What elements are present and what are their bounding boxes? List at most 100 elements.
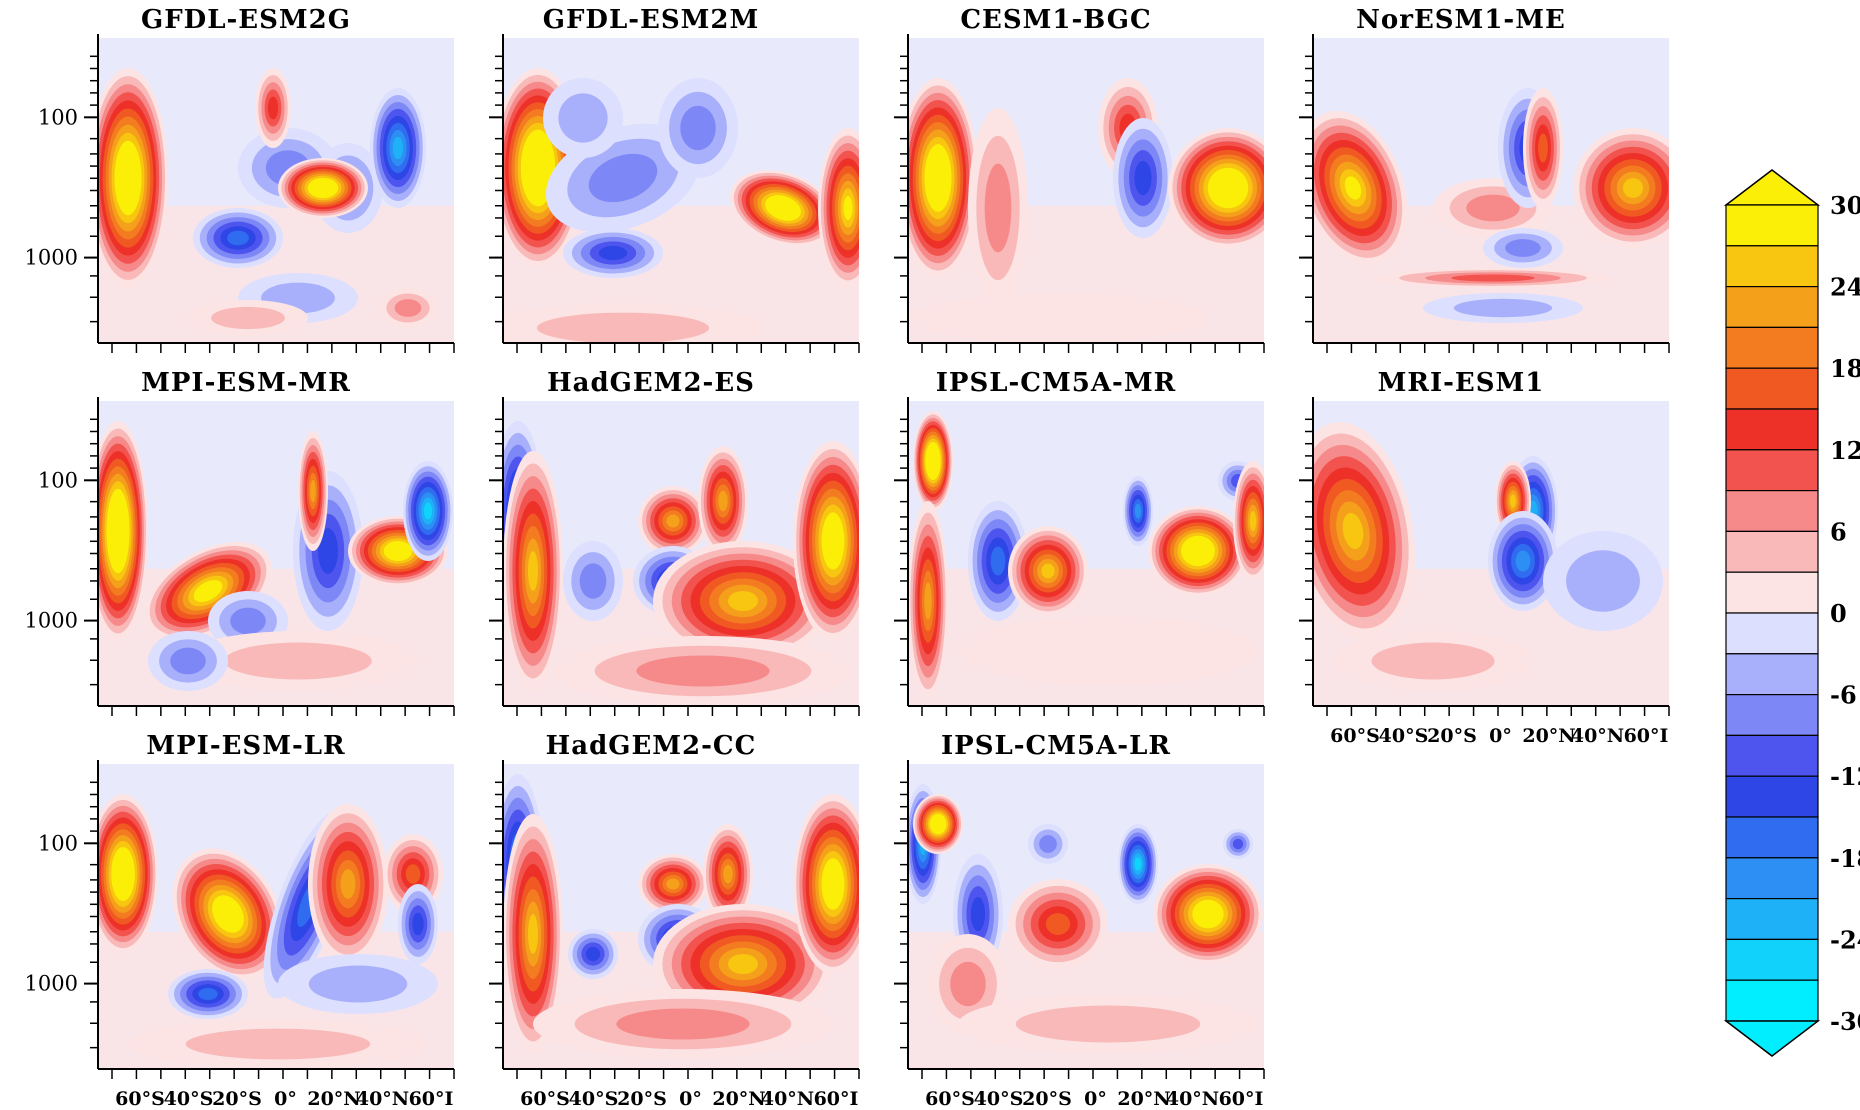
panel-hadgem2-cc: 60°S40°S20°S 0° 20°N40°N 60°I HadGEM2-CC — [489, 731, 860, 1110]
colorbar-segment — [1725, 734, 1819, 777]
y-tick-label: 100 — [38, 468, 78, 492]
panel-title: MPI-ESM-LR — [146, 731, 345, 761]
x-tick-label: 40°S — [569, 1088, 619, 1110]
colorbar-tick-label: 12 — [1830, 436, 1860, 465]
x-tick-label: 20°S — [212, 1088, 262, 1110]
colorbar-tick-label: -6 — [1830, 681, 1857, 710]
panel-ipsl-cm5a-mr: IPSL-CM5A-MR — [894, 368, 1265, 716]
colorbar-segment — [1725, 857, 1819, 900]
colorbar-segment — [1725, 816, 1819, 859]
panel-title: CESM1-BGC — [960, 5, 1151, 35]
x-tick-label: 40°S — [1379, 725, 1429, 747]
colorbar-segment — [1725, 775, 1819, 818]
contour-field — [908, 401, 1264, 706]
x-tick-label: 20°N — [712, 1088, 765, 1110]
panel-title: NorESM1-ME — [1356, 5, 1566, 35]
panel-title: IPSL-CM5A-MR — [936, 368, 1176, 398]
colorbar-segment — [1725, 938, 1819, 981]
panel-title: IPSL-CM5A-LR — [941, 731, 1171, 761]
x-tick-label: 0° — [274, 1088, 297, 1110]
contour-field — [503, 38, 859, 343]
x-tick-label: 60°S — [520, 1088, 570, 1110]
colorbar-tick-label: 6 — [1830, 517, 1847, 546]
x-tick-label: 60°S — [925, 1088, 975, 1110]
y-tick-label: 1000 — [25, 609, 78, 633]
x-tick-label: 40°S — [164, 1088, 214, 1110]
x-tick-label: 20°N — [1522, 725, 1575, 747]
colorbar-segment — [1725, 367, 1819, 410]
colorbar: 30 24 18 12 6 0 -6 -12 -18 -24 -30 — [1723, 169, 1860, 1057]
x-tick-label: 20°N — [307, 1088, 360, 1110]
colorbar-segment — [1725, 204, 1819, 247]
x-tick-label: 60°I — [409, 1088, 454, 1110]
colorbar-tick-label: -24 — [1830, 925, 1860, 954]
colorbar-segment — [1725, 326, 1819, 369]
colorbar-segment — [1725, 490, 1819, 533]
colorbar-segment — [1725, 897, 1819, 940]
panels: 100 1000 GFDL-ESM2G GFDL-ESM2M CESM1-BGC NorE… — [25, 5, 1670, 1110]
panel-ipsl-cm5a-lr: 60°S40°S20°S 0° 20°N40°N 60°I IPSL-CM5A-LR — [894, 731, 1265, 1110]
x-tick-label: 20°S — [1427, 725, 1477, 747]
panel-title: HadGEM2-ES — [547, 368, 755, 398]
x-tick-label: 20°S — [617, 1088, 667, 1110]
contour-field — [98, 764, 454, 1069]
x-tick-label: 60°S — [115, 1088, 165, 1110]
colorbar-segment — [1725, 449, 1819, 492]
panel-gfdl-esm2m: GFDL-ESM2M — [489, 5, 860, 353]
colorbar-tick-label: -30 — [1830, 1007, 1860, 1036]
contour-field — [98, 401, 454, 706]
panel-cesm1-bgc: CESM1-BGC — [894, 5, 1265, 353]
x-tick-label: 40°N — [1571, 725, 1624, 747]
colorbar-segment — [1725, 979, 1819, 1022]
panel-noresm1-me: NorESM1-ME — [1299, 5, 1670, 353]
x-tick-label: 40°N — [356, 1088, 409, 1110]
colorbar-bottom-arrow — [1723, 1020, 1821, 1057]
panel-title: MRI-ESM1 — [1378, 368, 1545, 398]
y-tick-label: 1000 — [25, 246, 78, 270]
colorbar-segment — [1725, 245, 1819, 288]
x-tick-label: 0° — [679, 1088, 702, 1110]
colorbar-tick-label: 24 — [1830, 273, 1860, 302]
contour-field — [503, 764, 859, 1069]
panel-gfdl-esm2g: 100 1000 GFDL-ESM2G — [25, 5, 455, 353]
colorbar-segment — [1725, 571, 1819, 614]
contour-field — [908, 38, 1264, 343]
colorbar-segment — [1725, 408, 1819, 451]
y-tick-label: 1000 — [25, 972, 78, 996]
panel-mpi-esm-mr: 100 1000 MPI-ESM-MR — [25, 368, 455, 716]
x-tick-label: 40°N — [1166, 1088, 1219, 1110]
x-tick-label: 0° — [1489, 725, 1512, 747]
colorbar-tick-label: -12 — [1830, 762, 1860, 791]
panel-mpi-esm-lr: 100 1000 60°S40°S20°S 0° 20°N40°N 60°I MPI-ESM… — [25, 731, 455, 1110]
x-tick-label: 60°S — [1330, 725, 1380, 747]
x-tick-label: 60°I — [814, 1088, 859, 1110]
x-tick-label: 0° — [1084, 1088, 1107, 1110]
x-tick-label: 60°I — [1624, 725, 1669, 747]
y-tick-label: 100 — [38, 831, 78, 855]
contour-field — [98, 38, 454, 343]
panel-hadgem2-es: HadGEM2-ES — [489, 368, 860, 716]
colorbar-segment — [1725, 612, 1819, 655]
panel-title: GFDL-ESM2G — [141, 5, 351, 35]
x-tick-label: 20°N — [1117, 1088, 1170, 1110]
colorbar-segment — [1725, 693, 1819, 736]
panel-title: MPI-ESM-MR — [141, 368, 351, 398]
contour-field — [1313, 401, 1669, 706]
x-tick-label: 40°S — [974, 1088, 1024, 1110]
panel-title: GFDL-ESM2M — [543, 5, 760, 35]
colorbar-tick-label: 30 — [1830, 191, 1860, 220]
panel-mri-esm1: 60°S40°S20°S 0° 20°N40°N 60°I MRI-ESM1 — [1299, 368, 1670, 747]
colorbar-tick-label: -18 — [1830, 844, 1860, 873]
colorbar-tick-label: 18 — [1830, 354, 1860, 383]
colorbar-segment — [1725, 530, 1819, 573]
contour-field — [908, 764, 1264, 1069]
x-tick-label: 20°S — [1022, 1088, 1072, 1110]
colorbar-tick-label: 0 — [1830, 599, 1847, 628]
contour-field — [503, 401, 859, 706]
panel-title: HadGEM2-CC — [546, 731, 757, 761]
contour-field — [1313, 38, 1669, 343]
colorbar-segment — [1725, 286, 1819, 329]
x-tick-label: 60°I — [1219, 1088, 1264, 1110]
y-tick-label: 100 — [38, 105, 78, 129]
